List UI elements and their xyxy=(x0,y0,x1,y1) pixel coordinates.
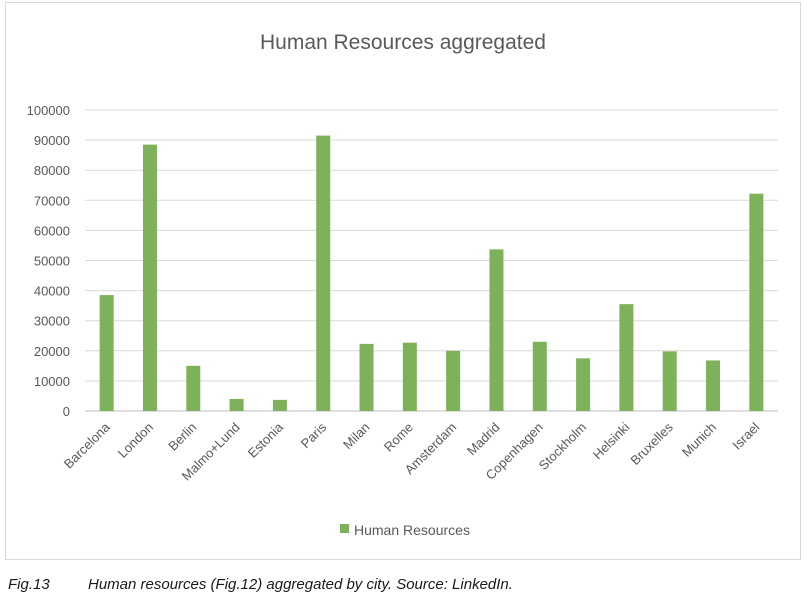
x-tick-label: Estonia xyxy=(245,419,287,461)
bar-milan xyxy=(359,343,374,411)
bar-rome xyxy=(402,342,417,411)
gridlines xyxy=(85,109,778,412)
x-tick-label: Milan xyxy=(340,420,373,453)
x-tick-label: Munich xyxy=(679,420,719,460)
legend-swatch xyxy=(340,524,349,533)
y-tick-label: 70000 xyxy=(34,193,70,208)
bar-helsinki xyxy=(619,304,634,411)
x-tick-label: Bruxelles xyxy=(627,419,676,468)
bar-munich xyxy=(706,360,721,411)
bar-copenhagen xyxy=(532,341,547,411)
bar-madrid xyxy=(489,249,504,411)
y-tick-label: 80000 xyxy=(34,163,70,178)
bar-malmo-lund xyxy=(229,398,244,411)
y-tick-label: 100000 xyxy=(27,103,70,118)
x-tick-label: Stockholm xyxy=(536,420,590,474)
y-tick-label: 20000 xyxy=(34,344,70,359)
y-tick-label: 60000 xyxy=(34,223,70,238)
bar-estonia xyxy=(272,399,287,411)
y-tick-label: 90000 xyxy=(34,133,70,148)
x-tick-label: Madrid xyxy=(464,420,503,459)
caption-label: Fig.13 xyxy=(8,576,50,593)
x-tick-label: Israel xyxy=(729,419,762,452)
x-tick-label: Berlin xyxy=(165,420,199,454)
y-tick-label: 40000 xyxy=(34,284,70,299)
y-tick-label: 50000 xyxy=(34,254,70,269)
legend: Human Resources xyxy=(340,522,470,538)
bar-stockholm xyxy=(576,358,591,411)
bar-berlin xyxy=(186,365,201,411)
chart-title: Human Resources aggregated xyxy=(260,31,546,54)
y-axis: 0 10000 20000 30000 40000 50000 60000 70000 8000… xyxy=(27,103,70,419)
x-tick-label: Paris xyxy=(298,419,330,451)
bar-paris xyxy=(316,135,331,411)
bar-chart: Human Resources aggregated 0 10000 20000 30… xyxy=(27,31,778,538)
x-tick-label: Barcelona xyxy=(61,419,114,472)
bar-amsterdam xyxy=(446,350,461,411)
bar-london xyxy=(142,144,157,412)
bars xyxy=(99,135,764,412)
caption-text: Human resources (Fig.12) aggregated by c… xyxy=(88,576,513,593)
x-tick-label: London xyxy=(115,420,156,461)
legend-label: Human Resources xyxy=(354,522,470,538)
y-tick-label: 0 xyxy=(63,404,70,419)
figure-caption: Fig.13 Human resources (Fig.12) aggregate… xyxy=(8,576,513,593)
chart-frame xyxy=(5,2,801,560)
y-tick-label: 10000 xyxy=(34,374,70,389)
x-tick-label: Rome xyxy=(381,420,416,455)
bar-israel xyxy=(749,193,764,411)
x-tick-label: Helsinki xyxy=(590,419,633,462)
bar-bruxelles xyxy=(662,351,677,411)
y-tick-label: 30000 xyxy=(34,314,70,329)
bar-barcelona xyxy=(99,295,114,411)
